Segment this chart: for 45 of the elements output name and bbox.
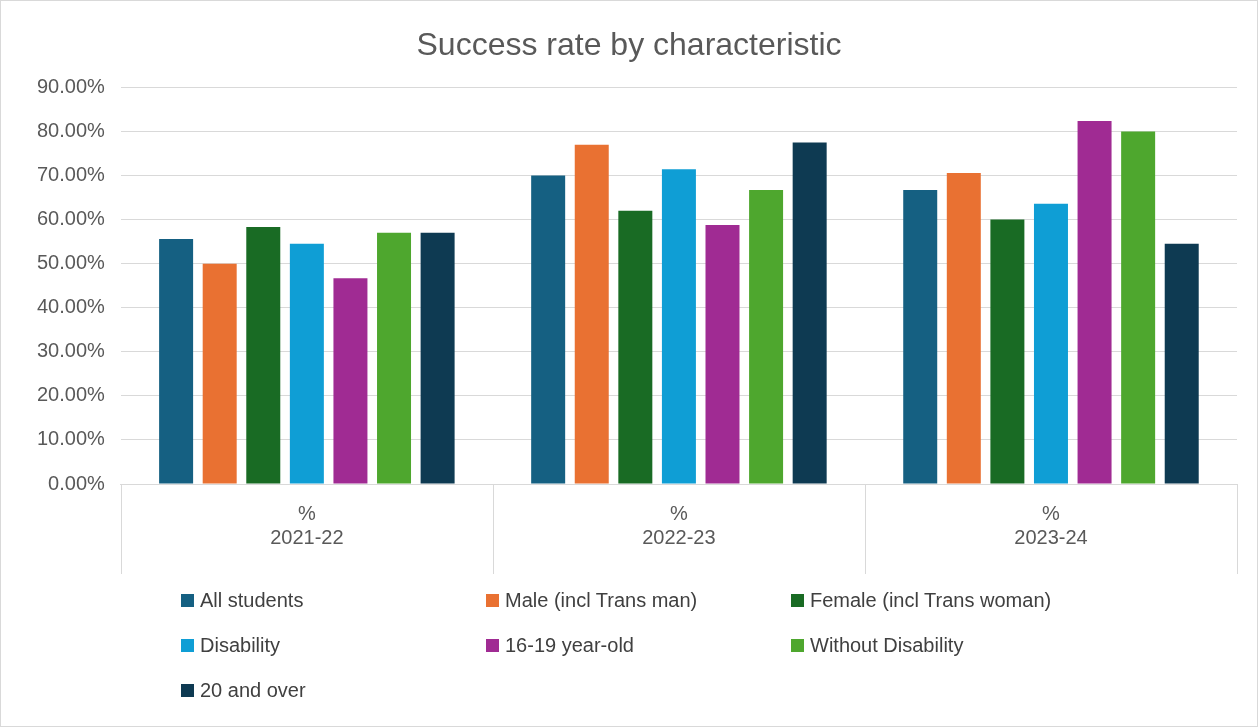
bar: [1121, 131, 1156, 484]
y-tick-label: 50.00%: [36, 251, 106, 274]
legend-label: 20 and over: [200, 679, 306, 702]
bar: [574, 144, 609, 484]
bar: [792, 142, 827, 484]
bar: [1033, 203, 1068, 484]
text: %: [297, 501, 316, 524]
y-tick-label: 30.00%: [36, 339, 106, 362]
bar: [661, 169, 696, 484]
bar: [333, 278, 368, 484]
x-tick-label: 2022-23: [642, 525, 716, 548]
text: %: [670, 501, 689, 524]
y-tick-label: 80.00%: [36, 118, 106, 141]
bar: [246, 227, 281, 484]
bar: [990, 219, 1025, 484]
y-tick-label: 40.00%: [36, 295, 106, 318]
y-tick-label: 10.00%: [36, 427, 106, 450]
legend-label: Disability: [200, 634, 281, 657]
bar: [903, 190, 938, 484]
y-tick-label: 70.00%: [36, 163, 106, 186]
bar: [531, 175, 566, 484]
legend-label: All students: [200, 589, 304, 612]
y-tick-label: 60.00%: [36, 207, 106, 230]
y-tick-label: 90.00%: [36, 74, 106, 97]
bar: [618, 210, 653, 484]
legend-label: 16-19 year-old: [505, 634, 634, 657]
x-tick-label: 2023-24: [1014, 525, 1088, 548]
bar: [289, 243, 324, 484]
bar: [202, 263, 237, 484]
bar: [420, 232, 455, 484]
chart-title: Success rate by characteristic: [416, 26, 842, 63]
bar: [1077, 120, 1112, 484]
bar: [705, 224, 740, 484]
legend-label: Male (incl Trans man): [505, 589, 698, 612]
bar: [377, 232, 412, 484]
y-tick-label: 20.00%: [36, 383, 106, 406]
bar: [159, 238, 194, 484]
x-tick-label: 2021-22: [270, 525, 344, 548]
legend-label: Female (incl Trans woman): [810, 589, 1052, 612]
bar: [749, 190, 784, 484]
bar: [946, 172, 981, 484]
text: %: [1042, 501, 1061, 524]
bar: [1164, 243, 1199, 484]
y-tick-label: 0.00%: [48, 471, 106, 494]
legend-label: Without Disability: [810, 634, 964, 657]
